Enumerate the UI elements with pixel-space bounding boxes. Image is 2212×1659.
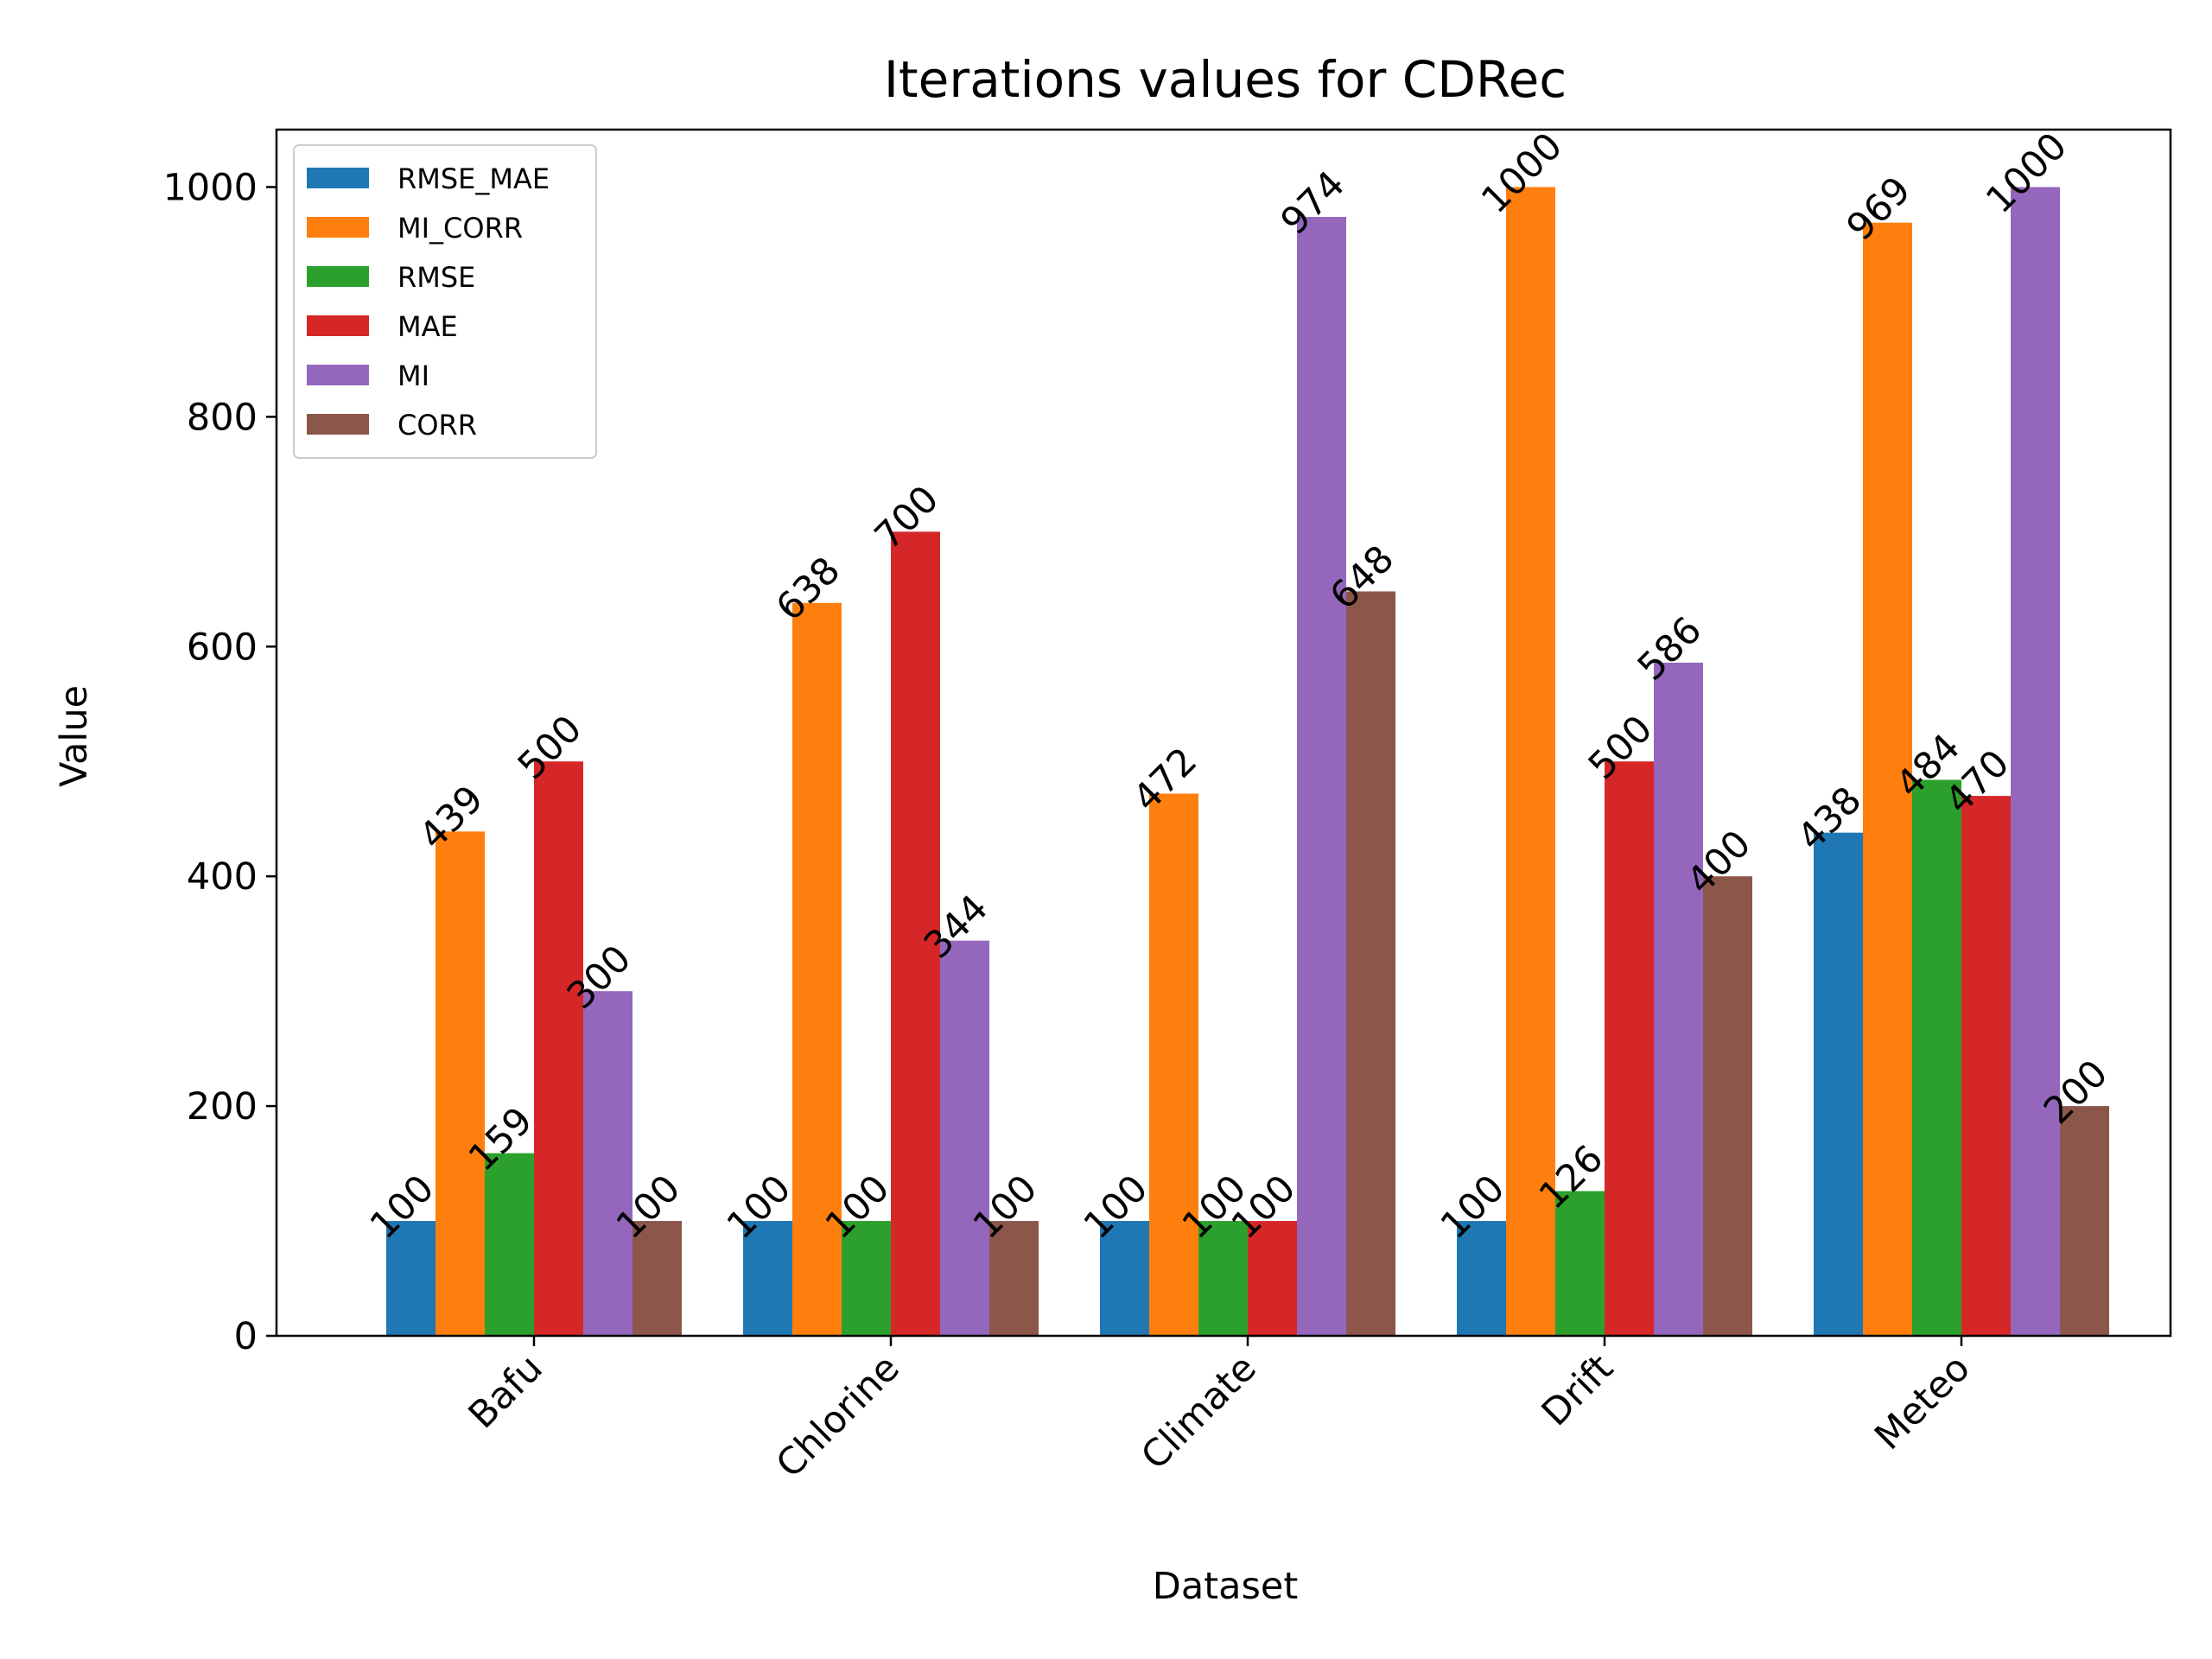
y-tick-label: 800 [187,396,257,439]
legend-swatch [307,266,369,287]
legend-label: MI_CORR [397,212,523,245]
bar [891,531,940,1336]
legend-label: RMSE_MAE [397,162,550,195]
bar [940,940,989,1336]
bar [743,1221,792,1336]
bar [2011,187,2060,1336]
legend-swatch [307,414,369,435]
bar [1814,832,1863,1336]
bar [1863,222,1912,1337]
legend-swatch [307,315,369,336]
legend-box [293,144,597,459]
bar [632,1221,682,1336]
legend: RMSE_MAE MI_CORR RMSE MAE MI CORR [293,144,597,459]
y-tick-label: 400 [187,855,257,899]
bar [1506,187,1555,1336]
y-tick-label: 0 [234,1315,257,1358]
plot-frame [275,128,2172,1338]
bar [1297,217,1346,1336]
bars-layer [386,187,2109,1337]
chart-title: Iterations values for CDRec [884,50,1567,109]
bar [1555,1191,1605,1336]
legend-label: CORR [397,409,477,442]
bar [583,991,632,1336]
legend-label: MAE [397,310,458,343]
bar [485,1153,534,1336]
bar [792,602,842,1336]
bar [1248,1221,1297,1336]
y-axis-label: Value [53,685,96,787]
x-axis-label: Dataset [1153,1565,1298,1608]
bar [1149,793,1198,1336]
legend-swatch [307,168,369,188]
bar [842,1221,891,1336]
y-tick-label: 600 [187,626,257,669]
legend-label: RMSE [397,261,475,294]
bar [534,761,583,1336]
legend-label: MI [397,359,429,392]
bar [1961,796,2011,1336]
legend-swatch [307,365,369,385]
bar [1100,1221,1149,1336]
bar [386,1221,435,1336]
y-tick-label: 200 [187,1085,257,1128]
bar [435,831,485,1336]
bar [1654,662,1703,1336]
bar [989,1221,1039,1336]
y-tick-label: 1000 [163,166,257,209]
bar [1198,1221,1248,1336]
bar [1703,876,1752,1336]
bar [1912,779,1961,1336]
bar [1346,591,1395,1336]
bar [2060,1106,2109,1336]
legend-swatch [307,217,369,238]
bar [1605,761,1654,1336]
bar [1457,1221,1506,1336]
